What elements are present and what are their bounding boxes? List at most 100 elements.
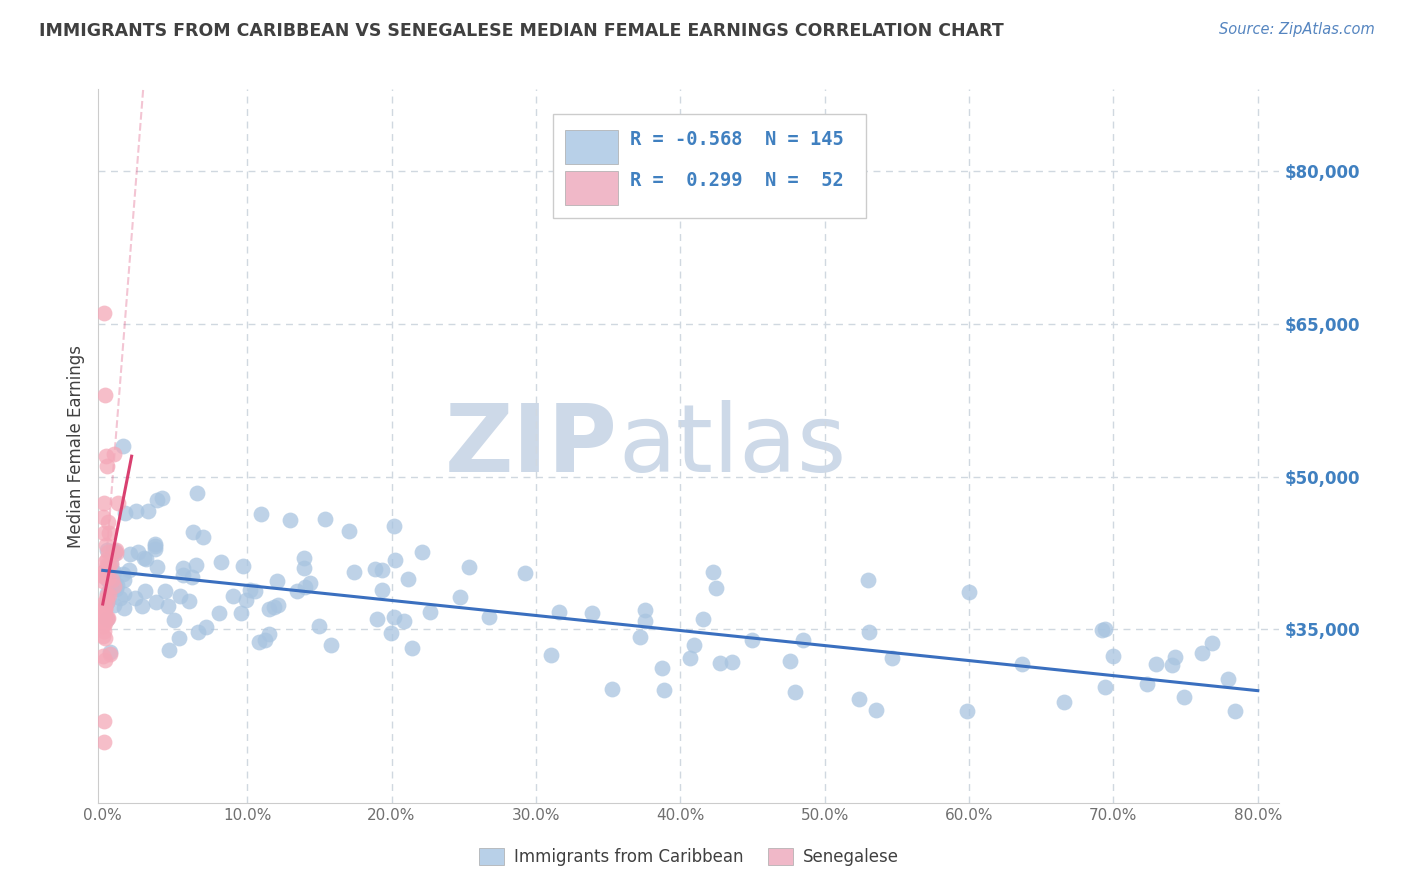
- Point: [720, 655, 742, 669]
- Point: [1091, 624, 1114, 638]
- Point: [111, 439, 134, 453]
- Point: [96, 449, 118, 463]
- Point: [93, 602, 115, 616]
- FancyBboxPatch shape: [565, 170, 619, 205]
- FancyBboxPatch shape: [553, 114, 866, 218]
- Point: [458, 560, 481, 574]
- Point: [239, 582, 262, 597]
- Point: [287, 583, 309, 598]
- Point: [184, 558, 207, 572]
- Point: [93, 600, 115, 615]
- Point: [96, 558, 118, 572]
- Point: [856, 573, 879, 587]
- Point: [411, 545, 433, 559]
- Point: [163, 613, 186, 627]
- Point: [96, 543, 118, 558]
- Point: [93, 569, 115, 583]
- Point: [382, 519, 405, 533]
- Point: [96, 572, 118, 586]
- Point: [124, 591, 146, 605]
- Point: [231, 607, 253, 621]
- Point: [118, 547, 141, 561]
- Point: [294, 580, 316, 594]
- Point: [222, 589, 245, 603]
- Point: [96, 459, 118, 474]
- Point: [382, 609, 405, 624]
- Point: [267, 598, 290, 612]
- Point: [1144, 657, 1167, 672]
- Point: [112, 601, 135, 615]
- Point: [146, 560, 169, 574]
- Point: [103, 565, 125, 579]
- Point: [266, 574, 288, 589]
- Point: [209, 555, 232, 569]
- Point: [177, 593, 200, 607]
- Point: [98, 558, 121, 573]
- Point: [957, 584, 980, 599]
- Point: [94, 652, 117, 666]
- Point: [235, 593, 257, 607]
- Point: [250, 507, 273, 521]
- Point: [366, 611, 388, 625]
- Point: [108, 591, 131, 605]
- Point: [1164, 649, 1187, 664]
- Point: [101, 580, 124, 594]
- Point: [94, 632, 117, 646]
- Point: [513, 566, 536, 581]
- Point: [103, 547, 125, 561]
- Point: [364, 562, 387, 576]
- Point: [104, 577, 127, 591]
- Point: [1011, 657, 1033, 672]
- Point: [96, 586, 118, 600]
- Point: [93, 609, 115, 624]
- Point: [1161, 658, 1184, 673]
- Point: [111, 566, 134, 581]
- Point: [100, 556, 122, 570]
- Point: [858, 625, 880, 640]
- Point: [103, 579, 125, 593]
- Point: [100, 558, 122, 573]
- Point: [1225, 704, 1247, 718]
- Point: [103, 544, 125, 558]
- Point: [104, 582, 127, 596]
- Point: [91, 630, 114, 644]
- Point: [93, 734, 115, 748]
- Point: [91, 574, 114, 588]
- Point: [1136, 677, 1159, 691]
- Point: [91, 566, 114, 580]
- Point: [702, 566, 724, 580]
- Point: [384, 553, 406, 567]
- Point: [94, 615, 117, 630]
- Point: [98, 525, 121, 540]
- Point: [96, 588, 118, 602]
- Point: [93, 496, 115, 510]
- Point: [880, 650, 903, 665]
- Point: [314, 511, 336, 525]
- Point: [1191, 646, 1213, 660]
- Point: [172, 561, 194, 575]
- Point: [634, 602, 657, 616]
- Point: [1173, 690, 1195, 705]
- Point: [91, 598, 114, 612]
- Point: [97, 567, 120, 582]
- Point: [299, 576, 322, 591]
- Point: [1216, 672, 1239, 686]
- Point: [1094, 623, 1116, 637]
- Point: [651, 661, 673, 675]
- Point: [118, 563, 141, 577]
- Point: [103, 598, 125, 612]
- Point: [97, 544, 120, 558]
- Point: [93, 526, 115, 541]
- Point: [105, 578, 128, 592]
- Point: [97, 571, 120, 585]
- Point: [143, 539, 166, 553]
- Point: [91, 509, 114, 524]
- Point: [652, 683, 675, 698]
- Point: [308, 619, 330, 633]
- Point: [253, 632, 276, 647]
- Point: [232, 558, 254, 573]
- Point: [339, 524, 361, 538]
- Point: [107, 496, 129, 510]
- Text: atlas: atlas: [619, 400, 846, 492]
- Point: [401, 641, 423, 656]
